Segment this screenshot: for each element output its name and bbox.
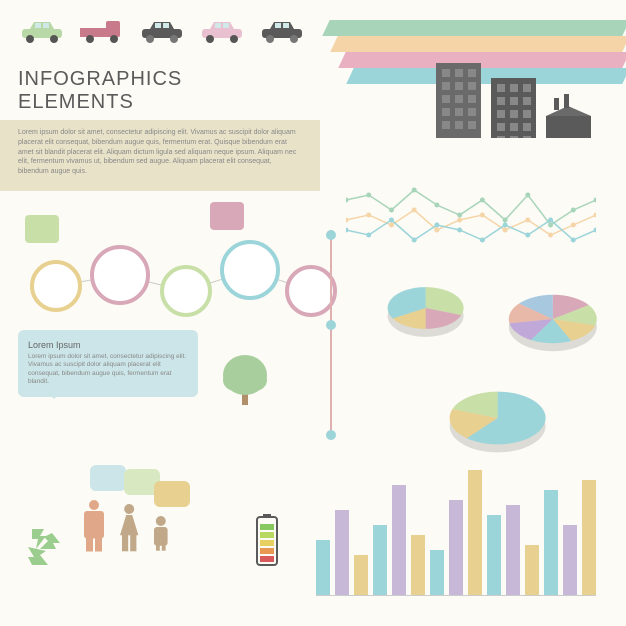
lorem-callout: Lorem Ipsum Lorem ipsum dolor sit amet, … xyxy=(18,330,198,397)
tree-icon xyxy=(220,350,270,405)
bar xyxy=(373,525,387,595)
pie-chart xyxy=(380,270,471,354)
cars-row xyxy=(18,18,306,44)
car-icon xyxy=(18,18,66,44)
bar xyxy=(411,535,425,595)
speech-bubble xyxy=(210,202,244,230)
line-chart xyxy=(346,170,596,250)
person-speech xyxy=(90,465,126,491)
people-row xyxy=(80,499,172,566)
bar xyxy=(316,540,330,595)
bubble-chain xyxy=(20,210,320,320)
buildings xyxy=(436,48,596,143)
battery-icon xyxy=(255,514,279,571)
car-icon xyxy=(198,18,246,44)
lorem-text: Lorem ipsum dolor sit amet, consectetur … xyxy=(28,353,188,387)
timeline-dot xyxy=(326,320,336,330)
title-block: INFOGRAPHICS ELEMENTS Lorem ipsum dolor … xyxy=(0,60,320,191)
bar xyxy=(335,510,349,595)
chain-node xyxy=(90,245,150,305)
bar xyxy=(525,545,539,595)
bar xyxy=(582,480,596,595)
person-icon xyxy=(116,503,142,566)
bar-chart xyxy=(316,456,596,596)
chain-node xyxy=(30,260,82,312)
chain-node xyxy=(220,240,280,300)
bar xyxy=(392,485,406,595)
bar xyxy=(544,490,558,595)
page-title: INFOGRAPHICS ELEMENTS xyxy=(0,60,320,118)
person-icon xyxy=(80,499,108,566)
bar xyxy=(468,470,482,595)
body-text: Lorem ipsum dolor sit amet, consectetur … xyxy=(18,128,302,177)
timeline-dot xyxy=(326,230,336,240)
car-icon xyxy=(258,18,306,44)
pie-chart xyxy=(500,275,606,372)
bar xyxy=(449,500,463,595)
lorem-header: Lorem Ipsum xyxy=(28,340,188,350)
timeline xyxy=(330,230,332,430)
bar xyxy=(354,555,368,595)
timeline-dot xyxy=(326,430,336,440)
speech-bubble xyxy=(25,215,59,243)
bar xyxy=(487,515,501,595)
person-icon xyxy=(150,515,172,566)
car-icon xyxy=(138,18,186,44)
stripe xyxy=(322,20,626,36)
car-icon xyxy=(78,18,126,44)
bar xyxy=(506,505,520,595)
bar xyxy=(430,550,444,595)
bar xyxy=(563,525,577,595)
chain-node xyxy=(160,265,212,317)
recycle-icon xyxy=(18,521,68,571)
person-speech xyxy=(154,481,190,507)
